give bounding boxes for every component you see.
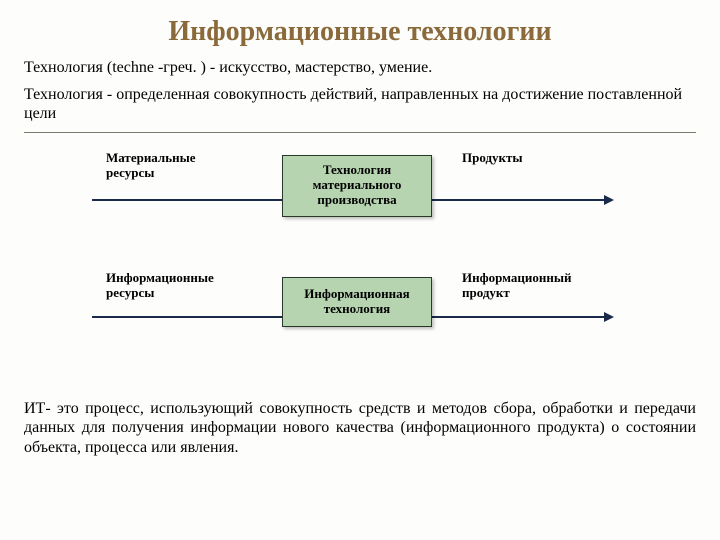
label-right-2: Информационный продукт [462, 271, 622, 301]
box-row-2: Информационная технология [282, 277, 432, 327]
arrow-head-icon [604, 195, 614, 205]
intro-line-1: Технология (techne -греч. ) - искусство,… [24, 58, 696, 77]
label-left-1: Материальныересурсы [106, 151, 246, 181]
diagram: Материальныересурсы Технология материаль… [24, 145, 696, 395]
arrow-head-icon [604, 312, 614, 322]
slide: Информационные технологии Технология (te… [0, 0, 720, 540]
box-row-1: Технология материального производства [282, 155, 432, 217]
divider [24, 132, 696, 133]
label-left-2: Информационныересурсы [106, 271, 246, 301]
label-right-1: Продукты [462, 151, 622, 166]
page-title: Информационные технологии [24, 16, 696, 48]
intro-line-2: Технология - определенная совокупность д… [24, 85, 696, 123]
footer-paragraph: ИТ- это процесс, использующий совокупнос… [24, 399, 696, 458]
